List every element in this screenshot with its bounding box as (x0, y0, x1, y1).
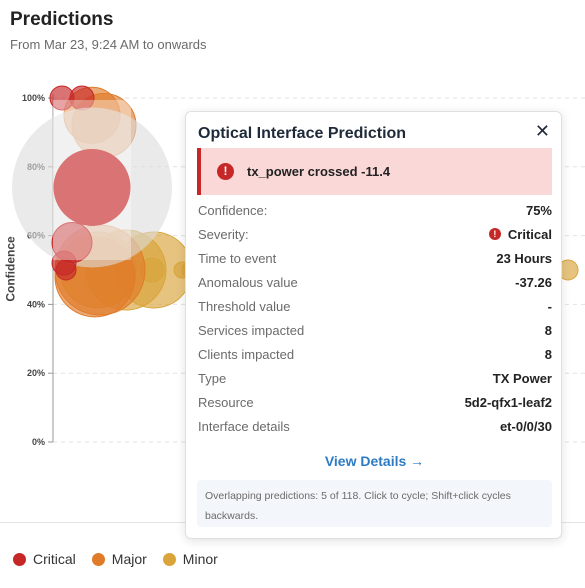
row-value: - (547, 298, 552, 314)
detail-row-type: Type TX Power (198, 366, 552, 390)
row-value: et-0/0/30 (499, 418, 552, 434)
page-subtitle: From Mar 23, 9:24 AM to onwards (10, 37, 207, 52)
row-label: Anomalous value (198, 274, 298, 290)
row-value: -37.26 (515, 274, 552, 290)
page-title: Predictions (10, 9, 114, 30)
row-label: Time to event (198, 250, 277, 266)
legend-label: Critical (33, 551, 76, 567)
y-tick-label: 0% (32, 437, 45, 447)
row-value: TX Power (492, 370, 552, 386)
row-value: 23 Hours (496, 250, 552, 266)
overlap-note: Overlapping predictions: 5 of 118. Click… (197, 480, 552, 527)
row-value: 75% (525, 202, 552, 218)
alert-text: tx_power crossed -11.4 (247, 164, 391, 179)
row-label: Type (198, 370, 227, 386)
prediction-tooltip: Optical Interface Prediction ✕ ! tx_powe… (185, 111, 562, 539)
row-label: Services impacted (198, 322, 305, 338)
alert-banner: ! tx_power crossed -11.4 (197, 148, 552, 195)
legend-dot-minor (162, 552, 176, 566)
row-label: Interface details (198, 418, 290, 434)
legend-item-critical[interactable]: Critical (13, 551, 76, 567)
tooltip-title: Optical Interface Prediction (198, 125, 407, 142)
detail-row-time: Time to event 23 Hours (198, 246, 552, 270)
bubble-critical[interactable] (55, 259, 77, 281)
legend-dot-major (91, 552, 105, 566)
legend-label: Major (111, 551, 147, 567)
detail-row-resource: Resource 5d2-qfx1-leaf2 (198, 390, 552, 414)
close-icon[interactable]: ✕ (534, 121, 550, 141)
detail-row-threshold: Threshold value - (198, 294, 552, 318)
severity-value: Critical (507, 226, 552, 242)
row-value: 8 (544, 322, 552, 338)
detail-row-clients: Clients impacted 8 (198, 342, 552, 366)
chart-legend: Critical Major Minor (13, 551, 218, 567)
legend-item-minor[interactable]: Minor (162, 551, 218, 567)
row-label: Severity: (198, 226, 249, 242)
row-value: 5d2-qfx1-leaf2 (464, 394, 552, 410)
detail-row-services: Services impacted 8 (198, 318, 552, 342)
detail-row-interface: Interface details et-0/0/30 (198, 414, 552, 438)
alert-icon: ! (217, 163, 234, 180)
bubble-critical[interactable] (53, 148, 131, 226)
detail-rows: Confidence: 75% Severity: ! Critical Tim… (198, 198, 552, 438)
view-details-link[interactable]: View Details → (324, 453, 425, 469)
y-tick-label: 40% (27, 299, 45, 309)
row-label: Threshold value (198, 298, 291, 314)
row-label: Clients impacted (198, 346, 295, 362)
selection-band (53, 100, 131, 260)
y-tick-label: 100% (22, 93, 45, 103)
detail-row-anomalous: Anomalous value -37.26 (198, 270, 552, 294)
row-label: Resource (198, 394, 254, 410)
legend-label: Minor (182, 551, 218, 567)
row-label: Confidence: (198, 202, 268, 218)
detail-row-severity: Severity: ! Critical (198, 222, 552, 246)
y-tick-label: 20% (27, 368, 45, 378)
legend-dot-critical (13, 552, 26, 566)
critical-icon: ! (488, 228, 501, 240)
row-value: 8 (544, 346, 552, 362)
y-axis-label: Confidence (3, 236, 18, 302)
detail-row-confidence: Confidence: 75% (198, 198, 552, 222)
legend-item-major[interactable]: Major (91, 551, 147, 567)
row-value: ! Critical (488, 226, 552, 242)
